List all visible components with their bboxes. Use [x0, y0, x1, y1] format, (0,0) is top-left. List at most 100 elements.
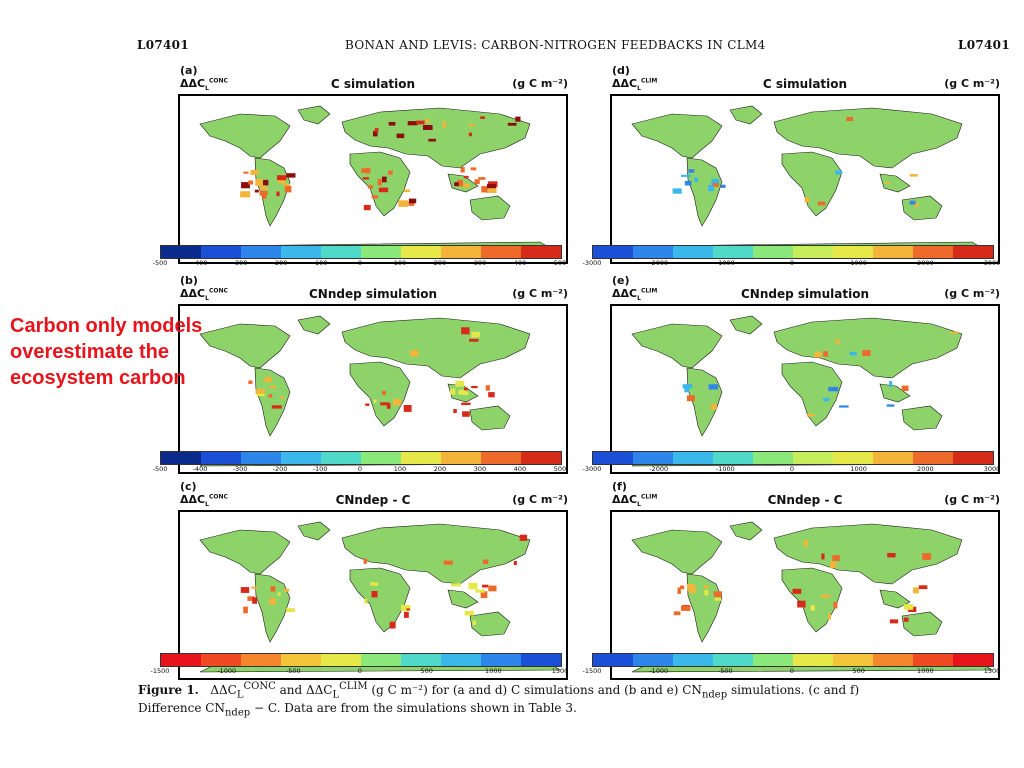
map-cell — [410, 350, 419, 357]
map-cell — [468, 132, 472, 137]
colorbar-tick-label: 3000 — [983, 465, 1001, 473]
colorbar-swatch — [793, 452, 833, 464]
colorbar-tick-label: -500 — [285, 667, 301, 675]
map-cell — [486, 187, 497, 193]
map-cell — [392, 399, 402, 406]
map-cell — [913, 587, 919, 594]
map-cell — [823, 397, 830, 402]
map-cell — [388, 170, 393, 175]
colorbar-tick-label: -300 — [232, 259, 248, 267]
map-cell — [269, 385, 277, 389]
map-cell — [720, 184, 726, 188]
continent-shape — [773, 317, 963, 379]
map-cell — [378, 187, 389, 193]
colorbar-tick-label: -1000 — [715, 259, 735, 267]
continent-shape — [469, 195, 511, 221]
map-cell — [386, 403, 391, 409]
panel-label: (a) — [180, 64, 198, 77]
colorbar-tick-label: 3000 — [983, 259, 1001, 267]
map-cell — [374, 128, 379, 133]
colorbar-swatch — [753, 246, 793, 258]
map-cell — [471, 331, 480, 338]
map-cell — [464, 610, 475, 616]
continent-shape — [469, 405, 511, 431]
map-cell — [708, 384, 719, 390]
panel-a: (a) ΔΔCLCONC C simulation (g C m⁻²) — [178, 64, 568, 264]
map-cell — [243, 171, 249, 174]
colorbar-swatch — [441, 246, 481, 258]
map-cell — [481, 186, 488, 193]
colorbar-swatch — [441, 452, 481, 464]
panel-label: (e) — [612, 274, 630, 287]
map-cell — [684, 180, 692, 186]
map-cell — [361, 168, 370, 173]
map-cell — [488, 392, 495, 398]
colorbar-tick-label: -500 — [717, 667, 733, 675]
colorbar-tick-label: 500 — [420, 667, 433, 675]
colorbar-tick-label: -1000 — [649, 667, 669, 675]
colorbar-swatch — [201, 246, 241, 258]
colorbar-swatch — [953, 452, 993, 464]
panel-label: (d) — [612, 64, 630, 77]
map-cell — [248, 180, 253, 185]
map-cell — [482, 559, 489, 565]
map-cell — [364, 598, 368, 604]
map-cell — [382, 176, 387, 183]
colorbar-tick-label: 100 — [393, 465, 407, 473]
continent-shape — [631, 323, 723, 369]
map-cell — [835, 170, 842, 175]
colorbar-tick-label: 2000 — [917, 259, 934, 267]
map-cell — [460, 167, 465, 173]
map-cell — [485, 385, 490, 391]
colorbar-swatch — [833, 452, 873, 464]
colorbar-tick-label: -200 — [272, 259, 288, 267]
map-cell — [259, 190, 268, 196]
panel-label: (b) — [180, 274, 198, 287]
colorbar-swatch — [241, 654, 281, 666]
map-cell — [686, 395, 695, 402]
map-cell — [382, 391, 386, 395]
world-map — [610, 94, 1000, 264]
map-cell — [453, 409, 457, 414]
map-cell — [269, 598, 276, 605]
colorbar-tick-label: 0 — [789, 259, 795, 267]
map-cell — [711, 183, 719, 187]
map-cell — [820, 594, 831, 598]
colorbar-swatch — [401, 246, 441, 258]
map-cell — [248, 380, 253, 384]
map-cell — [404, 611, 409, 618]
colorbar-swatch — [481, 246, 521, 258]
colorbar-swatch — [521, 654, 561, 666]
map-cell — [367, 185, 373, 189]
map-cell — [389, 621, 396, 629]
colorbar — [160, 653, 562, 667]
map-cell — [464, 387, 468, 391]
map-cell — [365, 403, 370, 406]
panel-unit: (g C m⁻²) — [944, 493, 1000, 506]
map-cell — [480, 116, 485, 119]
map-cell — [461, 327, 470, 335]
map-cell — [264, 179, 268, 185]
colorbar-swatch — [441, 654, 481, 666]
colorbar-swatch — [953, 654, 993, 666]
colorbar-swatch — [713, 654, 753, 666]
map-cell — [846, 116, 853, 122]
colorbar — [592, 245, 994, 259]
map-cell — [681, 174, 692, 177]
continent-shape — [729, 521, 763, 541]
colorbar-ticks: -500 -400 -300 -200 -100 0 100 200 300 400 500 — [153, 465, 567, 475]
colorbar-ticks: -500 -400 -300 -200 -100 0 100 200 300 400 500 — [153, 259, 567, 269]
map-cell — [673, 611, 681, 616]
map-cell — [468, 124, 475, 127]
map-cell — [401, 604, 411, 612]
map-cell — [398, 200, 409, 207]
map-cell — [428, 138, 436, 142]
map-cell — [828, 386, 839, 392]
colorbar-tick-label: 200 — [433, 465, 447, 473]
colorbar-swatch — [633, 246, 673, 258]
panel-unit: (g C m⁻²) — [944, 287, 1000, 300]
colorbar-swatch — [481, 654, 521, 666]
colorbar-tick-label: 0 — [357, 465, 363, 473]
colorbar-swatch — [593, 246, 633, 258]
continent-shape — [254, 573, 291, 643]
